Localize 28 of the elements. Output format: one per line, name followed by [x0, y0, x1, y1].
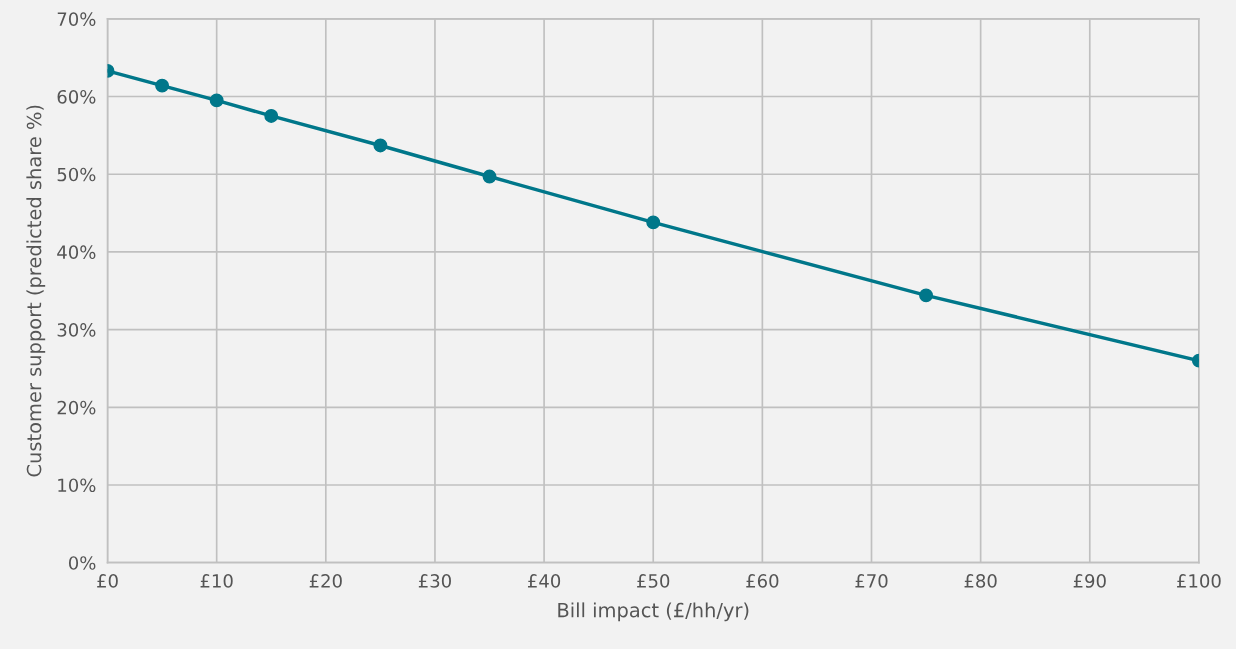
x-tick-label: £60 [746, 574, 779, 588]
x-tick-label: £80 [964, 574, 997, 588]
x-tick-label: £0 [97, 574, 118, 588]
y-tick-label: 0% [68, 556, 96, 570]
y-tick-label: 30% [57, 323, 96, 337]
y-tick-label: 20% [57, 400, 96, 415]
x-axis-title: Bill impact (£/hh/yr) [558, 602, 749, 622]
point [373, 138, 388, 153]
x-tick-label: £40 [527, 574, 561, 588]
y-tick-label: 60% [57, 89, 96, 104]
x-tick-label: £90 [1073, 574, 1106, 588]
y-tick-label: 10% [58, 478, 96, 493]
x-tick-label: £50 [637, 574, 670, 588]
x-tick-label: £100 [1177, 574, 1221, 588]
y-tick-label: 70% [57, 12, 96, 26]
y-tick-label: 50% [57, 167, 96, 182]
y-axis-title: Customer support (predicted share %) [26, 105, 46, 477]
point [264, 108, 279, 123]
point [155, 78, 170, 93]
x-tick-label: £70 [855, 574, 888, 588]
y-tick-label: 40% [57, 245, 96, 260]
point [646, 215, 661, 230]
x-tick-label: £30 [418, 574, 451, 588]
point [482, 169, 497, 184]
point [209, 93, 224, 108]
x-tick-label: £20 [309, 574, 342, 588]
point [919, 288, 934, 303]
x-tick-label: £10 [200, 574, 233, 588]
